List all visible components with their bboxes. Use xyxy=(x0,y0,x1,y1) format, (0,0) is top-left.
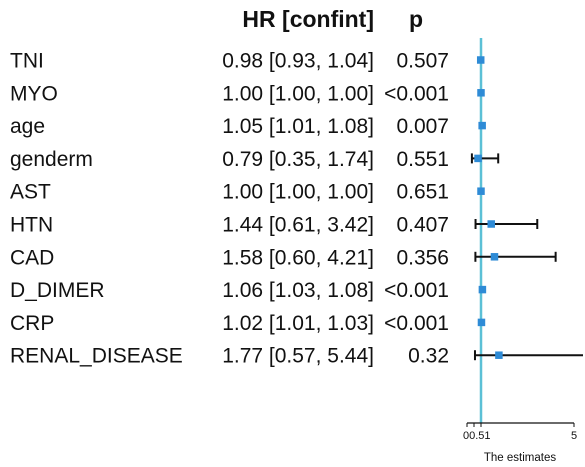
p-column-header: p xyxy=(409,6,423,32)
variable-label-genderm: genderm xyxy=(10,148,93,171)
variable-label-myo: MYO xyxy=(10,82,58,105)
point-estimate-tni xyxy=(476,56,485,64)
variable-label-tni: TNI xyxy=(10,50,44,73)
point-estimate-ast xyxy=(477,187,485,195)
p-value-text-ast: 0.651 xyxy=(396,181,449,204)
x-axis-title: The estimates xyxy=(484,452,556,464)
point-estimate-htn xyxy=(487,220,495,228)
hr-ci-text-htn: 1.44 [0.61, 3.42] xyxy=(222,214,374,237)
p-value-text-genderm: 0.551 xyxy=(396,148,449,171)
variable-label-renal-disease: RENAL_DISEASE xyxy=(10,345,183,368)
p-value-text-renal-disease: 0.32 xyxy=(408,345,449,368)
forest-rows: TNI 0.98 [0.93, 1.04] 0.507 MYO 1.00 [1.00, … xyxy=(10,50,449,368)
variable-label-d-dimer: D_DIMER xyxy=(10,279,105,302)
hr-ci-text-age: 1.05 [1.01, 1.08] xyxy=(222,115,374,138)
p-value-text-cad: 0.356 xyxy=(396,246,449,269)
variable-label-ast: AST xyxy=(10,181,51,204)
hr-ci-text-tni: 0.98 [0.93, 1.04] xyxy=(222,50,374,73)
variable-label-htn: HTN xyxy=(10,214,53,237)
point-estimate-d-dimer xyxy=(478,285,487,294)
p-value-text-age: 0.007 xyxy=(396,115,449,138)
hr-ci-text-crp: 1.02 [1.01, 1.03] xyxy=(222,312,374,335)
variable-label-age: age xyxy=(10,115,45,138)
p-value-text-htn: 0.407 xyxy=(396,214,449,237)
variable-label-crp: CRP xyxy=(10,312,54,335)
p-value-text-myo: <0.001 xyxy=(384,82,449,105)
hr-ci-text-cad: 1.58 [0.60, 4.21] xyxy=(222,246,374,269)
hr-ci-text-d-dimer: 1.06 [1.03, 1.08] xyxy=(222,279,374,302)
variable-label-cad: CAD xyxy=(10,246,54,269)
point-estimate-renal-disease xyxy=(495,351,503,359)
p-value-text-tni: 0.507 xyxy=(396,50,449,73)
point-estimate-myo xyxy=(477,89,485,97)
estimates-panel: 00.51 5 The estimates xyxy=(463,38,583,464)
point-estimate-crp xyxy=(477,318,486,327)
p-value-text-crp: <0.001 xyxy=(384,312,449,335)
x-tick-labels-low: 00.51 xyxy=(463,430,491,442)
hr-column-header: HR [confint] xyxy=(242,6,374,32)
x-tick-label-5: 5 xyxy=(571,430,577,442)
point-estimate-cad xyxy=(490,253,499,261)
p-value-text-d-dimer: <0.001 xyxy=(384,279,449,302)
hr-ci-text-myo: 1.00 [1.00, 1.00] xyxy=(222,82,374,105)
point-estimate-age xyxy=(478,121,486,130)
hr-ci-text-genderm: 0.79 [0.35, 1.74] xyxy=(222,148,374,171)
point-estimate-genderm xyxy=(474,154,482,163)
hr-ci-text-renal-disease: 1.77 [0.57, 5.44] xyxy=(222,345,374,368)
hr-ci-text-ast: 1.00 [1.00, 1.00] xyxy=(222,181,374,204)
